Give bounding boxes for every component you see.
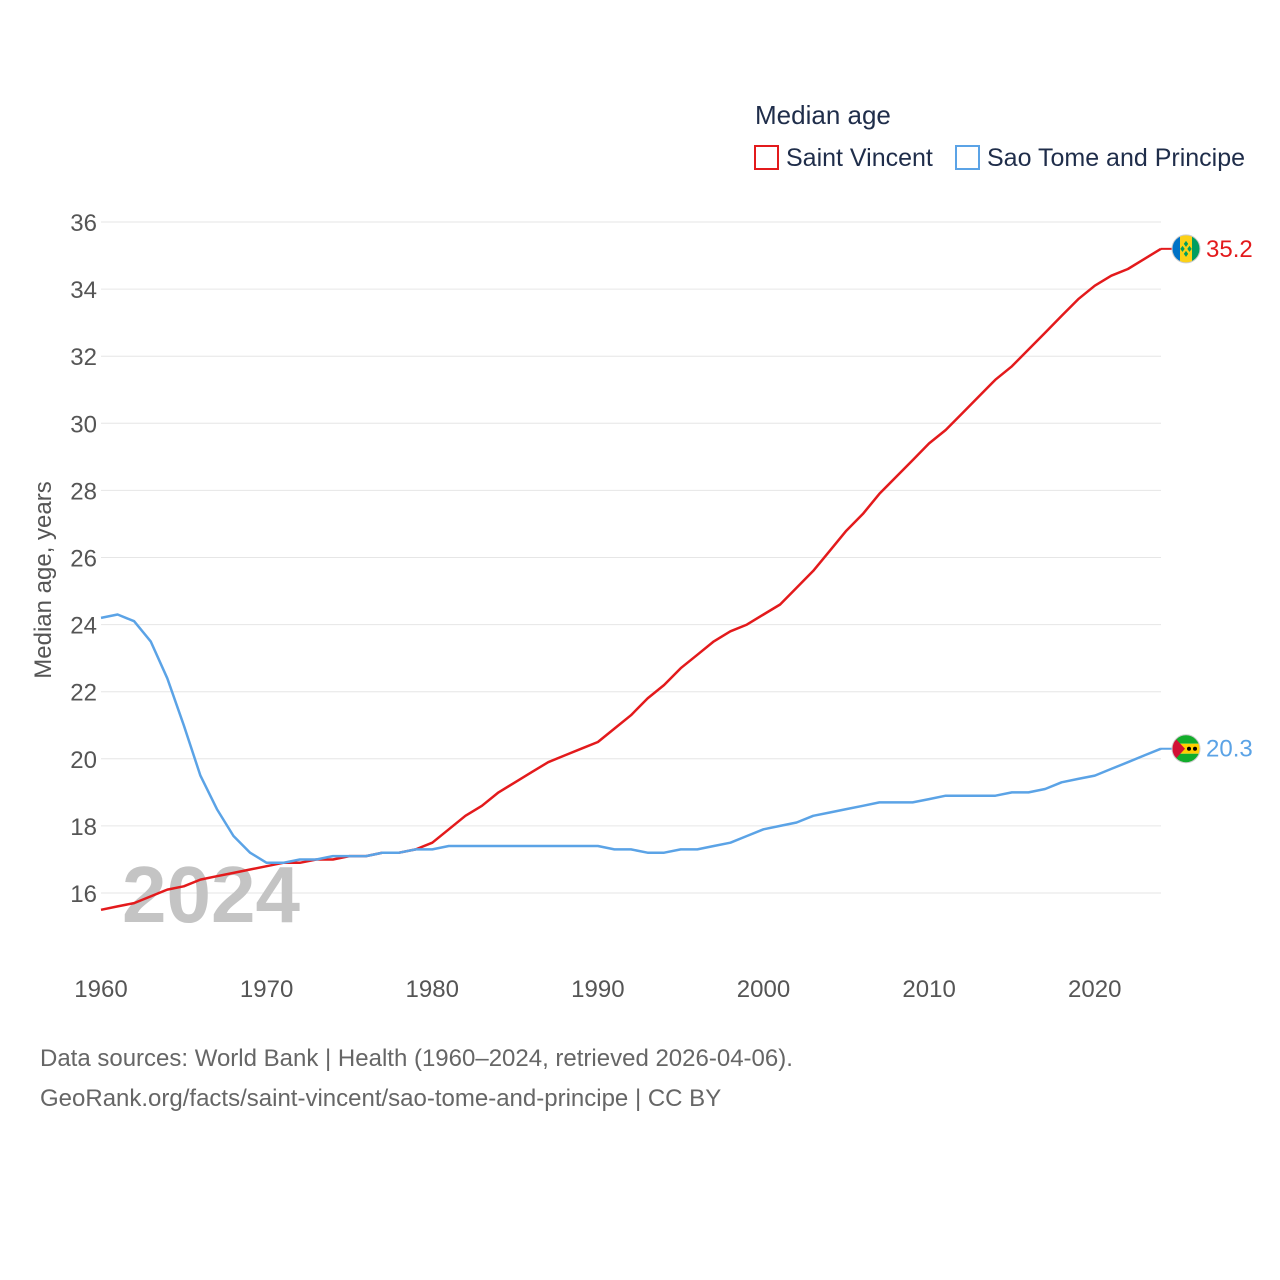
source-line: Data sources: World Bank | Health (1960–… (40, 1045, 793, 1072)
legend-swatch (754, 145, 779, 170)
source-url: GeoRank.org/facts/saint-vincent/sao-tome… (40, 1085, 722, 1112)
series-lines (100, 247, 1162, 912)
grid-lines (101, 221, 1161, 894)
y-tick-label: 20 (70, 747, 97, 774)
sao-tome-flag (1171, 734, 1201, 764)
legend-swatch (955, 145, 980, 170)
x-tick-label: 1980 (406, 976, 459, 1003)
end-value-label: 35.2 (1206, 236, 1253, 263)
legend-label: Sao Tome and Principe (987, 144, 1245, 172)
x-tick-label: 2020 (1068, 976, 1121, 1003)
y-axis: 16 18 20 22 24 26 28 30 32 34 36 (70, 210, 97, 908)
legend-label: Saint Vincent (786, 144, 933, 172)
y-tick-label: 16 (70, 881, 97, 908)
x-tick-label: 1990 (571, 976, 624, 1003)
y-tick-label: 28 (70, 478, 97, 505)
y-tick-label: 24 (70, 613, 97, 640)
x-tick-label: 2010 (902, 976, 955, 1003)
series-line-saint-vincent (100, 247, 1162, 912)
series-line-sao-tome-and-principe (100, 613, 1162, 865)
y-tick-label: 26 (70, 546, 97, 573)
end-value-label: 20.3 (1206, 736, 1253, 763)
x-tick-label: 2000 (737, 976, 790, 1003)
y-axis-title: Median age, years (30, 481, 57, 678)
saint-vincent-flag (1171, 234, 1201, 264)
y-tick-label: 22 (70, 680, 97, 707)
y-tick-label: 30 (70, 411, 97, 438)
y-tick-label: 32 (70, 344, 97, 371)
y-tick-label: 18 (70, 814, 97, 841)
y-tick-label: 36 (70, 210, 97, 237)
y-tick-label: 34 (70, 277, 97, 304)
x-axis: 1960 1970 1980 1990 2000 2010 2020 (74, 976, 1121, 1003)
legend-title: Median age (755, 100, 891, 130)
x-tick-label: 1960 (74, 976, 127, 1003)
legend: Saint Vincent Sao Tome and Principe (754, 144, 1245, 172)
end-markers: 35.2 20.3 (1161, 234, 1253, 764)
x-tick-label: 1970 (240, 976, 293, 1003)
